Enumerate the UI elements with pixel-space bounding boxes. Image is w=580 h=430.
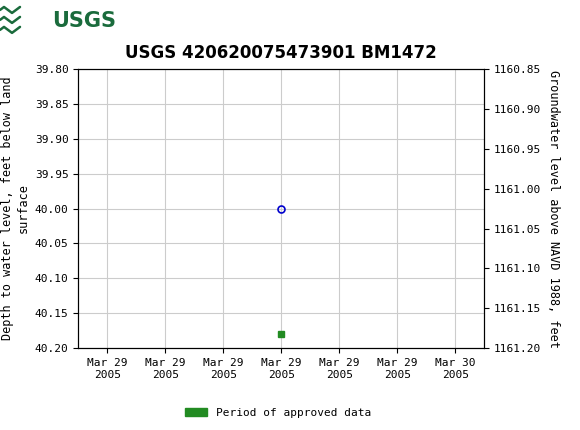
Title: USGS 420620075473901 BM1472: USGS 420620075473901 BM1472 [125, 44, 437, 61]
Y-axis label: Groundwater level above NAVD 1988, feet: Groundwater level above NAVD 1988, feet [547, 70, 560, 347]
Y-axis label: Depth to water level, feet below land
surface: Depth to water level, feet below land su… [1, 77, 29, 341]
Legend: Period of approved data: Period of approved data [181, 403, 376, 422]
Text: USGS: USGS [52, 11, 116, 31]
Bar [4, 3, 94, 38]
